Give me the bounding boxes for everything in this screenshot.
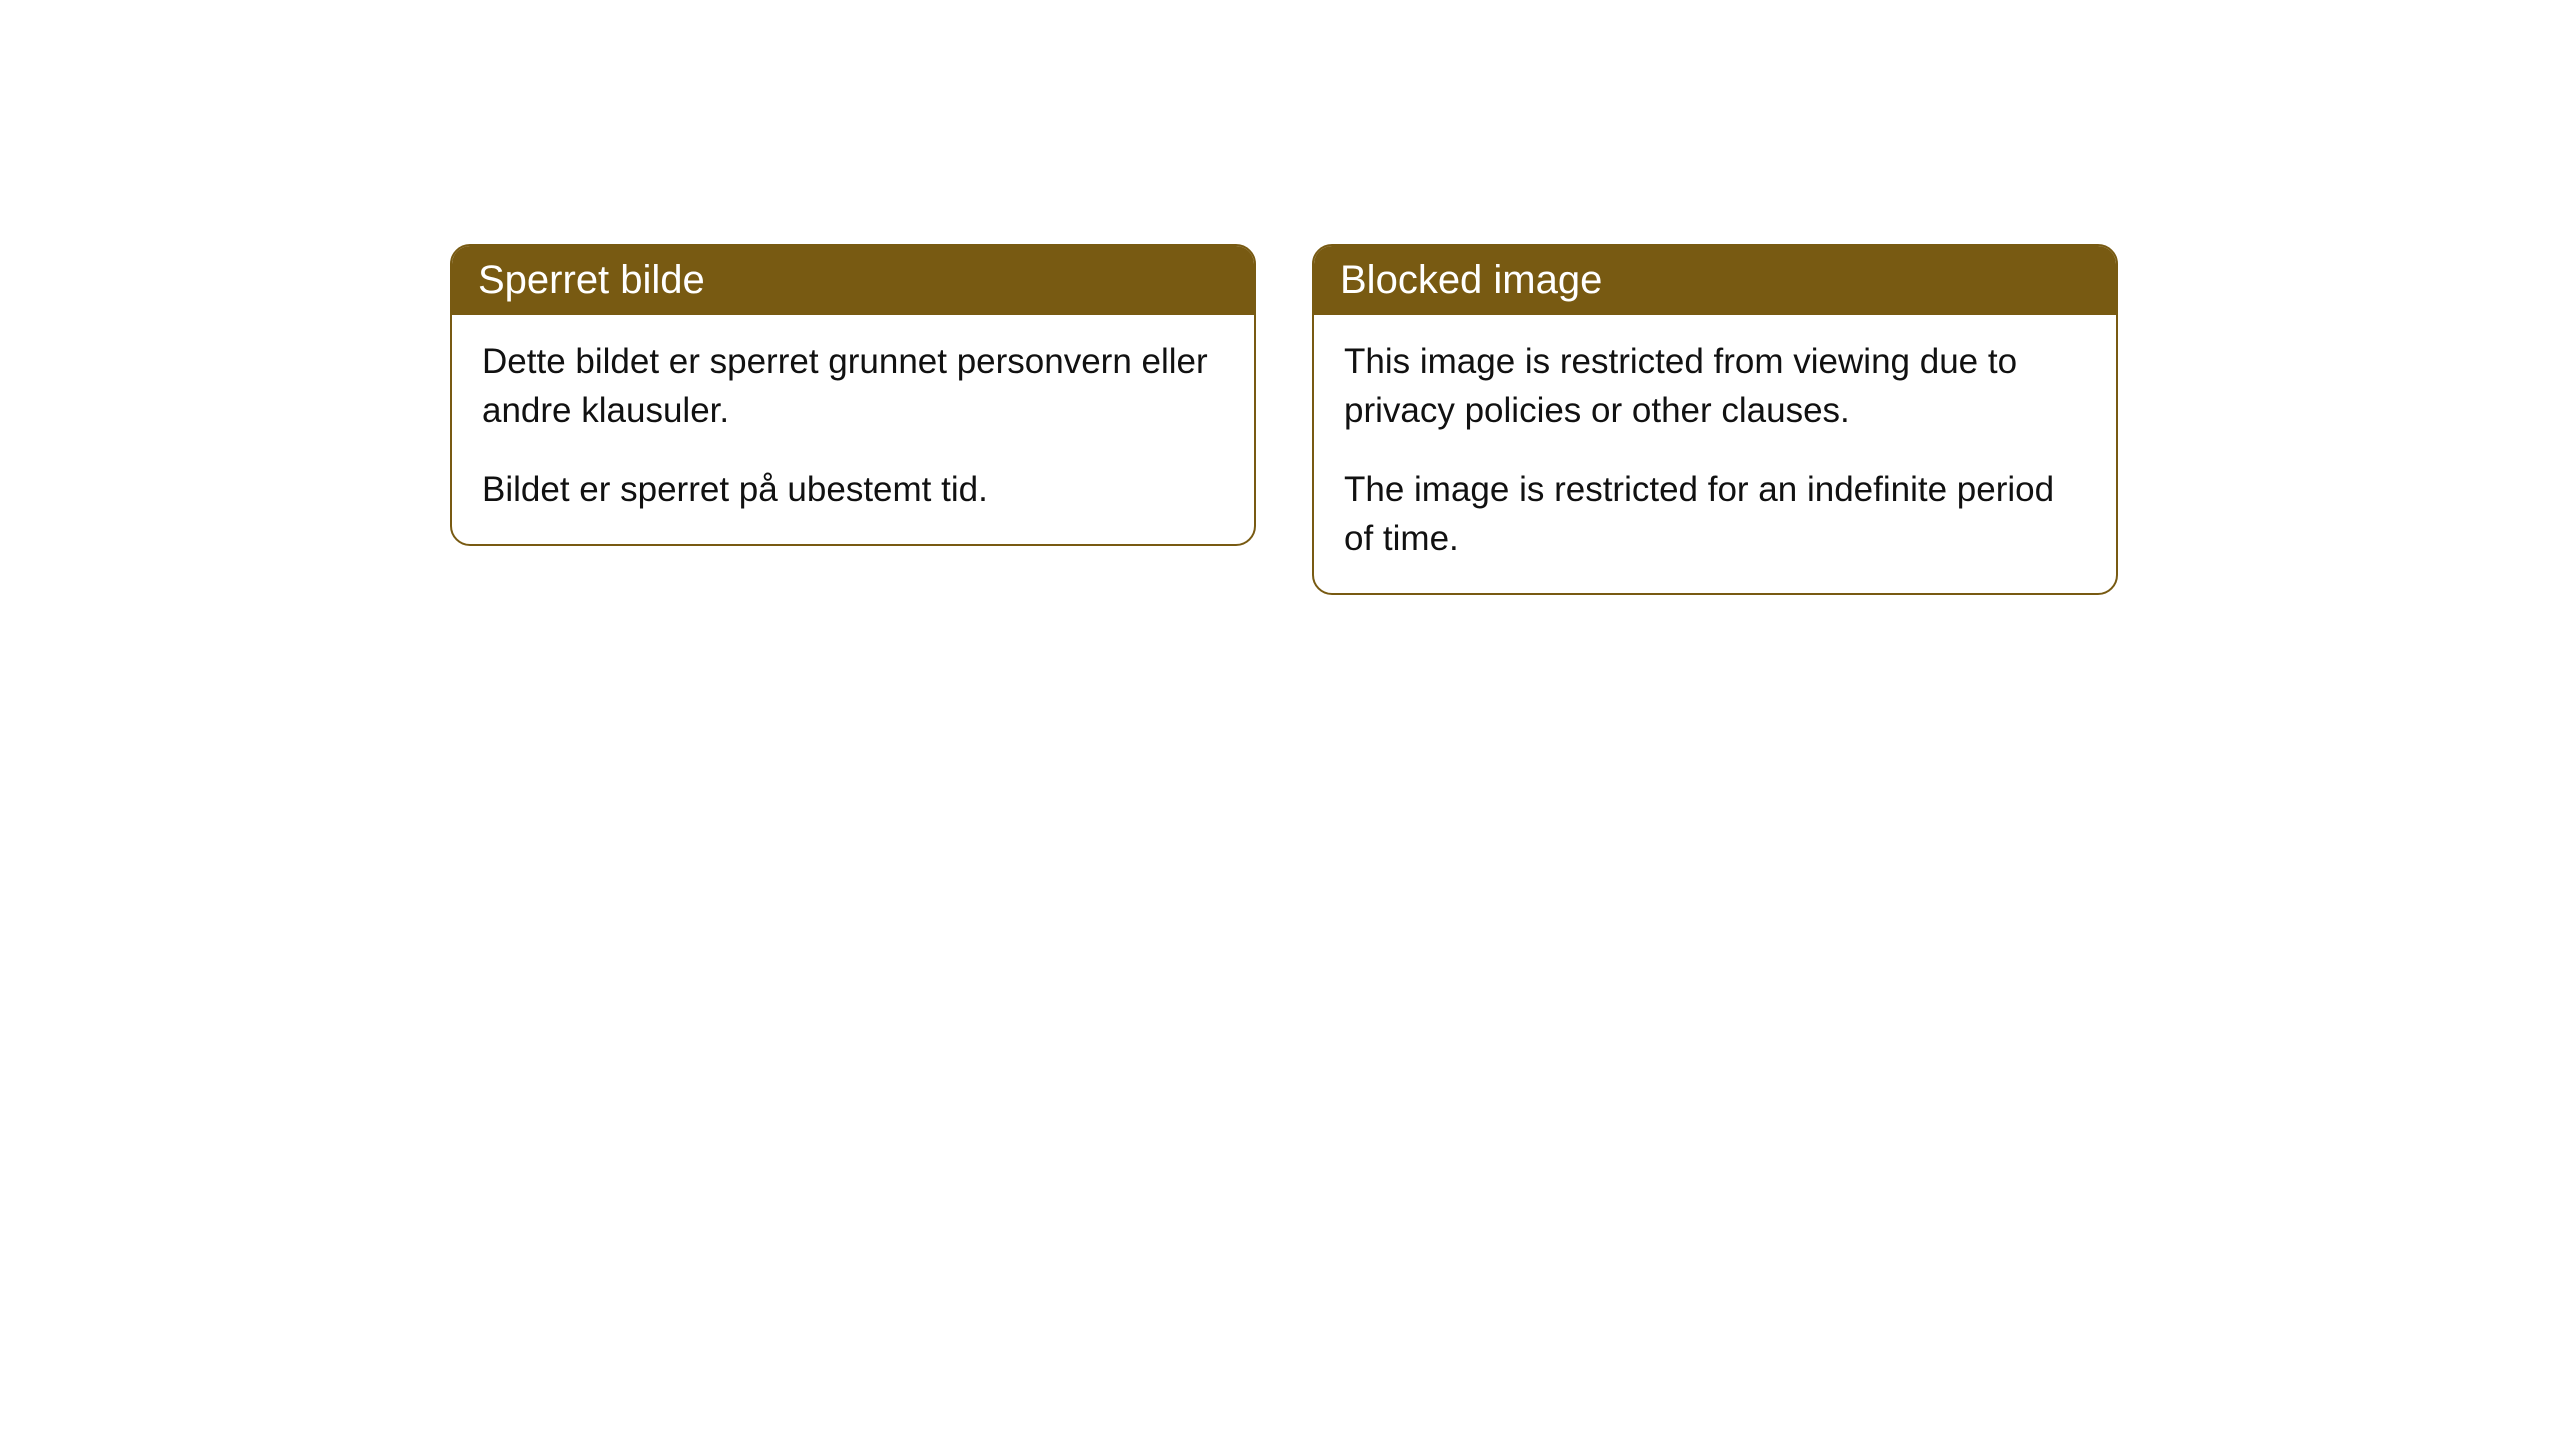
notice-paragraph: The image is restricted for an indefinit… <box>1344 465 2086 563</box>
notice-paragraph: Bildet er sperret på ubestemt tid. <box>482 465 1224 514</box>
notice-card-norwegian: Sperret bilde Dette bildet er sperret gr… <box>450 244 1256 546</box>
notice-title: Blocked image <box>1340 258 1602 302</box>
notice-body: This image is restricted from viewing du… <box>1314 315 2116 593</box>
notice-paragraph: Dette bildet er sperret grunnet personve… <box>482 337 1224 435</box>
notice-title: Sperret bilde <box>478 258 705 302</box>
notice-paragraph: This image is restricted from viewing du… <box>1344 337 2086 435</box>
notice-body: Dette bildet er sperret grunnet personve… <box>452 315 1254 544</box>
notice-header: Sperret bilde <box>452 246 1254 315</box>
notice-card-english: Blocked image This image is restricted f… <box>1312 244 2118 595</box>
notice-header: Blocked image <box>1314 246 2116 315</box>
